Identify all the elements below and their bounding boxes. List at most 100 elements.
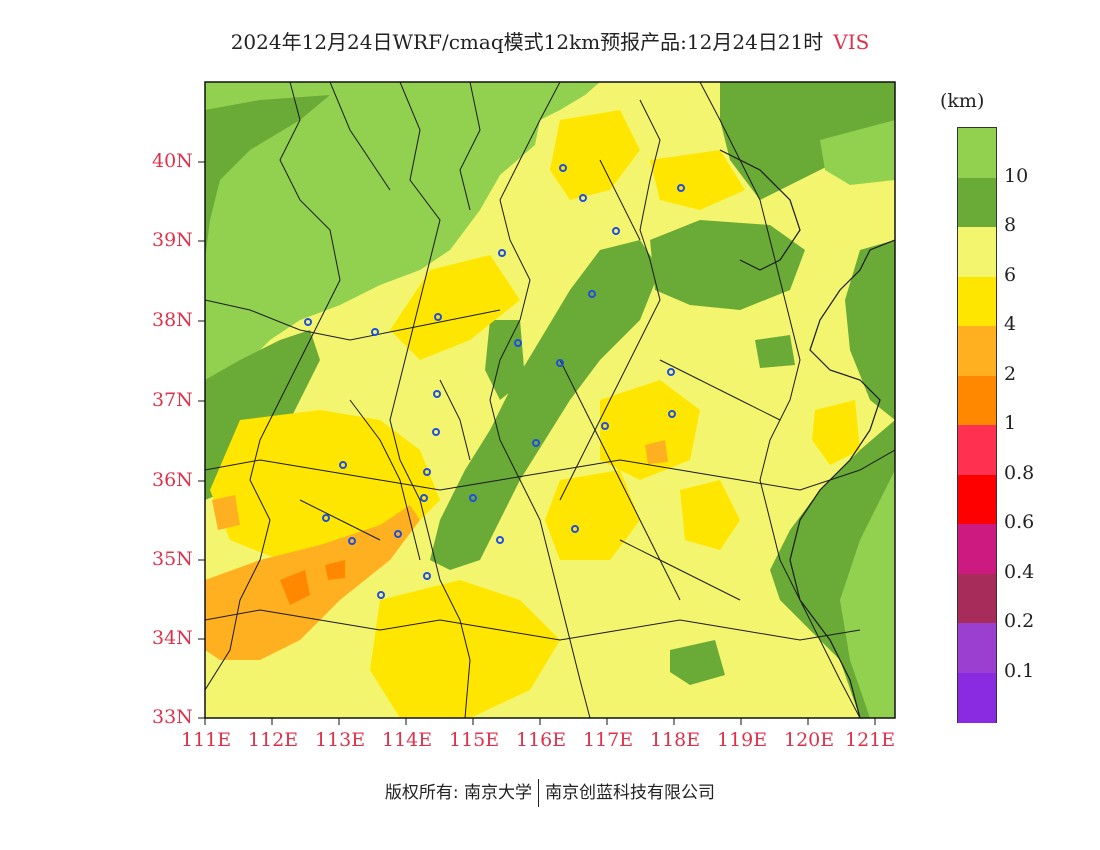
- vis-10-southeast-sea: [840, 470, 895, 718]
- city-marker: [498, 249, 506, 257]
- city-marker: [377, 591, 385, 599]
- lon-label-121e: 121E: [845, 729, 896, 751]
- legend-swatch: [958, 672, 996, 723]
- city-marker: [423, 468, 431, 476]
- lon-label-118e: 118E: [650, 729, 701, 751]
- variable-name: VIS: [833, 30, 870, 54]
- lon-label-117e: 117E: [583, 729, 634, 751]
- vis-10-northwest: [205, 82, 600, 410]
- legend-unit: (km): [940, 90, 985, 112]
- legend-swatch: [958, 425, 996, 475]
- city-marker: [612, 227, 620, 235]
- city-marker: [571, 525, 579, 533]
- lat-label-40n: 40N: [152, 150, 193, 172]
- color-legend: [957, 127, 997, 723]
- city-marker: [339, 461, 347, 469]
- legend-label: 10: [1004, 164, 1029, 187]
- legend-swatch: [958, 474, 996, 525]
- vis-8-10-northeast: [720, 82, 895, 200]
- vis-1-2-patch-a: [280, 570, 310, 605]
- legend-swatch: [958, 375, 996, 426]
- lat-label-33n: 33N: [152, 706, 193, 728]
- vis-4-6-southwest: [210, 410, 440, 560]
- legend-label: 4: [1004, 313, 1017, 335]
- legend-label: 0.8: [1004, 461, 1035, 484]
- lon-label-120e: 120E: [784, 729, 835, 751]
- city-marker: [434, 313, 442, 321]
- lat-label-34n: 34N: [152, 627, 193, 649]
- legend-label: 6: [1004, 263, 1017, 286]
- lon-label-115e: 115E: [449, 729, 500, 751]
- city-marker: [514, 339, 522, 347]
- legend-label: 0.1: [1004, 659, 1035, 682]
- vis-4-6-southeast-inland: [680, 480, 740, 550]
- city-marker: [601, 422, 609, 430]
- legend-label: 2: [1004, 362, 1017, 385]
- city-marker: [559, 164, 567, 172]
- lon-label-114e: 114E: [382, 729, 433, 751]
- admin-borders: [205, 82, 895, 718]
- lon-label-119e: 119E: [717, 729, 768, 751]
- lat-label-38n: 38N: [152, 309, 193, 331]
- lat-label-39n: 39N: [152, 229, 193, 251]
- city-marker: [348, 537, 356, 545]
- legend-swatch: [958, 326, 996, 376]
- lon-label-112e: 112E: [248, 729, 299, 751]
- legend-swatch: [958, 524, 996, 574]
- city-marker: [423, 572, 431, 580]
- vis-4-6-northeast: [650, 150, 745, 210]
- map-title: 2024年12月24日WRF/cmaq模式12km预报产品:12月24日21时 V…: [0, 26, 1100, 55]
- city-marker: [532, 439, 540, 447]
- copyright: 版权所有: 南京大学 南京创蓝科技有限公司: [0, 778, 1100, 807]
- vis-1-2-patch-b: [325, 560, 345, 580]
- vis-2-4-west-patch: [212, 495, 240, 530]
- map-frame: [204, 81, 896, 719]
- vis-8-10-east: [845, 240, 895, 420]
- vis-8-10-bohai: [650, 220, 805, 310]
- vis-4-6-north: [550, 110, 640, 200]
- city-marker: [304, 318, 312, 326]
- city-markers: [304, 164, 685, 599]
- legend-swatch: [958, 227, 996, 277]
- city-marker: [469, 494, 477, 502]
- lon-label-113e: 113E: [315, 729, 366, 751]
- vis-10-northeast-sea: [820, 120, 895, 185]
- city-marker: [394, 530, 402, 538]
- vis-4-6-south: [370, 580, 560, 718]
- city-marker: [668, 410, 676, 418]
- legend-swatch: [958, 573, 996, 624]
- legend-label: 8: [1004, 214, 1017, 236]
- legend-swatch: [958, 276, 996, 327]
- copyright-divider: [538, 779, 540, 807]
- vis-4-6-coast: [812, 400, 860, 465]
- vis-4-6-west-central: [390, 255, 520, 360]
- coastline: [789, 239, 895, 718]
- legend-swatch: [958, 177, 996, 228]
- legend-label: 0.2: [1004, 610, 1035, 632]
- copyright-company: 南京创蓝科技有限公司: [545, 783, 716, 803]
- axis-ticks: [198, 161, 876, 725]
- lon-label-116e: 116E: [516, 729, 567, 751]
- lat-label-36n: 36N: [152, 469, 193, 491]
- city-marker: [588, 290, 596, 298]
- legend-label: 0.6: [1004, 511, 1035, 533]
- legend-label: 1: [1004, 412, 1017, 434]
- vis-8-10-south-patch: [670, 640, 725, 685]
- vis-2-4-east-patch: [645, 440, 668, 464]
- city-marker: [432, 428, 440, 436]
- city-marker: [371, 328, 379, 336]
- city-marker: [496, 536, 504, 544]
- legend-label: 0.4: [1004, 560, 1035, 583]
- lon-label-111e: 111E: [181, 729, 232, 751]
- lat-label-37n: 37N: [152, 389, 193, 411]
- vis-8-10-shandong: [755, 335, 795, 368]
- vis-8-10-northwest-ridge: [205, 95, 330, 260]
- map-fill: [205, 82, 895, 718]
- vis-8-10-central-band: [430, 240, 660, 570]
- vis-4-6-east-central: [600, 380, 700, 480]
- title-text: 2024年12月24日WRF/cmaq模式12km预报产品:12月24日21时: [230, 30, 824, 54]
- city-marker: [420, 494, 428, 502]
- city-marker: [667, 368, 675, 376]
- city-marker: [433, 390, 441, 398]
